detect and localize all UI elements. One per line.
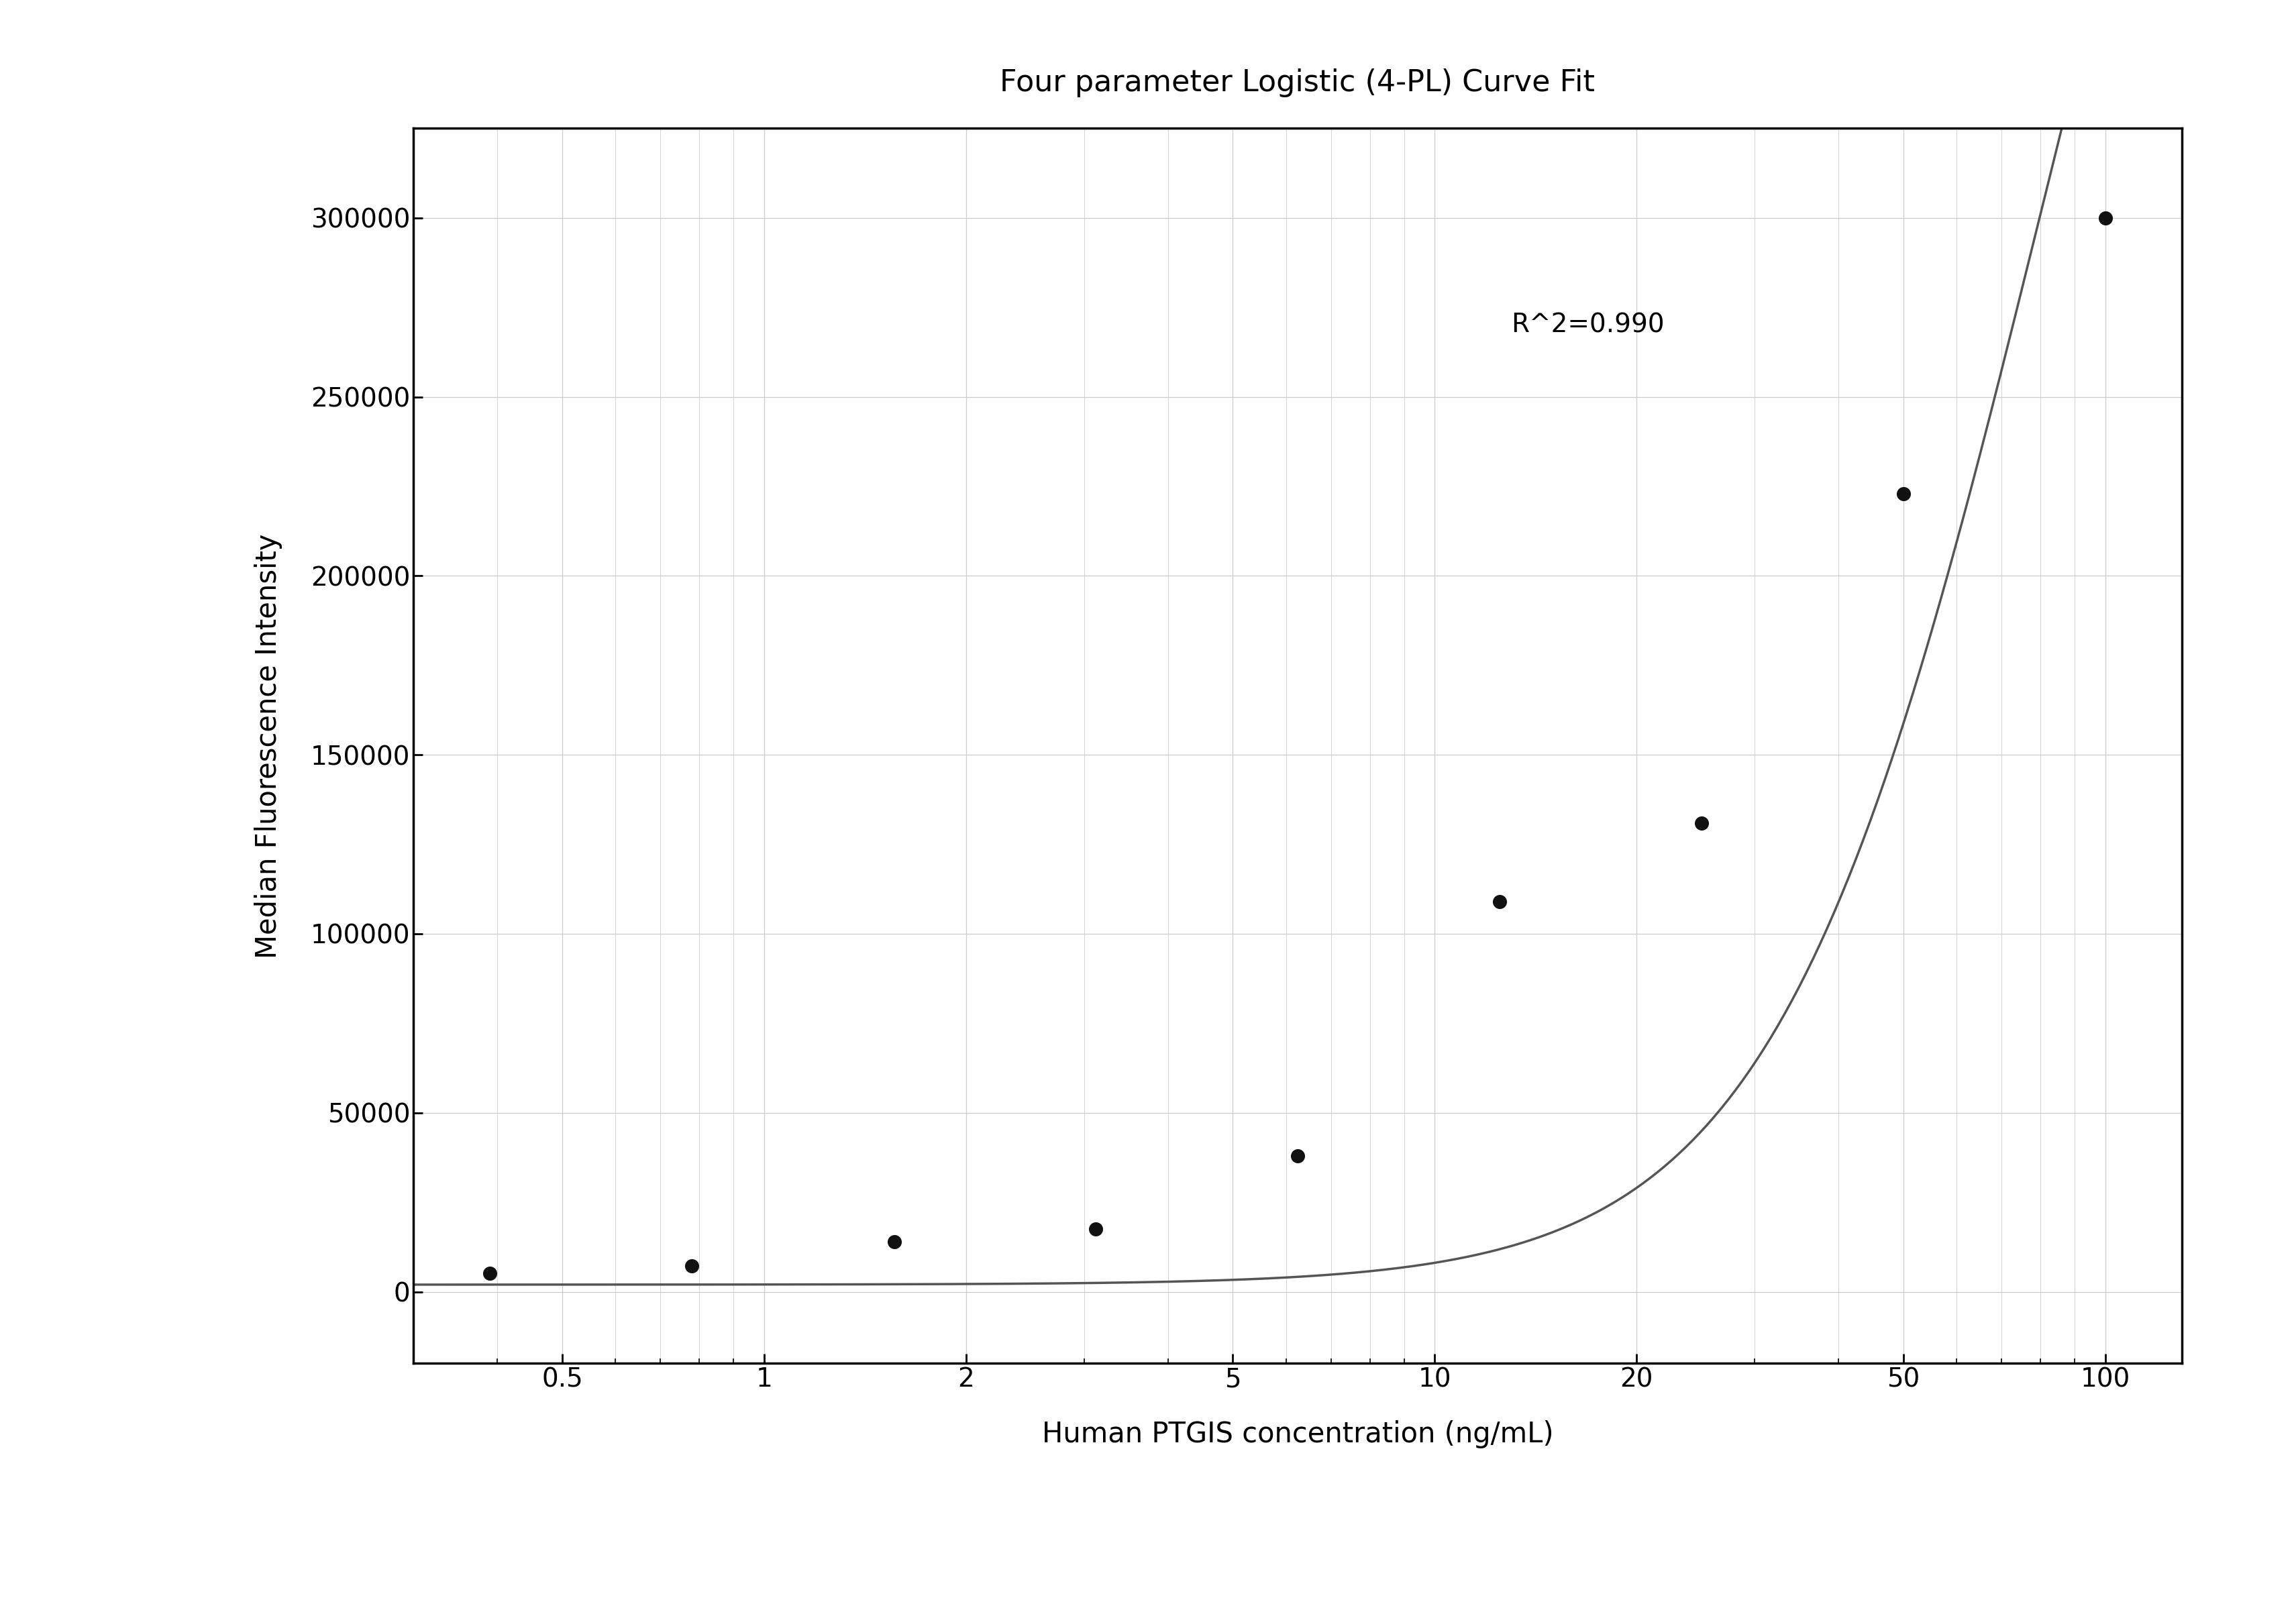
Point xyxy=(1481,889,1518,914)
Point xyxy=(1885,481,1922,507)
Text: R^2=0.990: R^2=0.990 xyxy=(1511,313,1665,338)
Point xyxy=(1077,1216,1114,1241)
Point xyxy=(1279,1144,1316,1169)
Point xyxy=(875,1229,912,1254)
Point xyxy=(471,1261,507,1286)
X-axis label: Human PTGIS concentration (ng/mL): Human PTGIS concentration (ng/mL) xyxy=(1042,1420,1552,1448)
Point xyxy=(1683,810,1720,836)
Title: Four parameter Logistic (4-PL) Curve Fit: Four parameter Logistic (4-PL) Curve Fit xyxy=(999,69,1596,98)
Point xyxy=(673,1253,709,1278)
Point xyxy=(2087,205,2124,231)
Y-axis label: Median Fluorescence Intensity: Median Fluorescence Intensity xyxy=(255,534,282,958)
